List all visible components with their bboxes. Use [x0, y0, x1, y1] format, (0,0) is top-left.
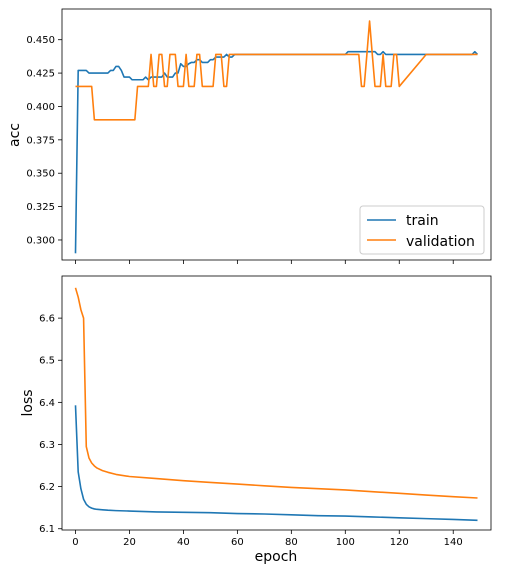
x-tick-label: 80 — [285, 537, 298, 548]
x-tick-label: 120 — [390, 537, 409, 548]
legend: train validation — [359, 205, 485, 255]
loss-lines — [74, 287, 478, 522]
acc-x-ticks — [75, 260, 454, 264]
acc-y-ticks: 0.300 0.325 0.350 0.375 0.400 0.425 0.450 — [26, 35, 62, 246]
acc-y-tick-label: 0.450 — [26, 35, 55, 46]
loss-x-ticks: 0 20 40 60 80 100 120 140 — [72, 530, 463, 548]
legend-frame — [359, 205, 485, 255]
loss-series-train — [74, 405, 478, 522]
loss-y-ticks: 6.1 6.2 6.3 6.4 6.5 6.6 — [39, 314, 62, 535]
loss-y-tick-label: 6.5 — [39, 356, 55, 367]
loss-subplot: 6.1 6.2 6.3 6.4 6.5 6.6 0 20 40 60 80 100 120 140 lo… — [20, 275, 492, 565]
loss-y-tick-label: 6.4 — [39, 398, 55, 409]
acc-y-tick-label: 0.375 — [26, 135, 55, 146]
x-tick-label: 0 — [72, 537, 78, 548]
legend-validation-label: validation — [406, 234, 475, 250]
x-tick-label: 20 — [123, 537, 136, 548]
acc-series-validation — [75, 20, 478, 121]
acc-plot-frame — [61, 8, 492, 261]
x-tick-label: 140 — [444, 537, 463, 548]
acc-y-tick-label: 0.400 — [26, 102, 55, 113]
loss-y-tick-label: 6.2 — [39, 482, 55, 493]
loss-y-tick-label: 6.1 — [39, 524, 55, 535]
loss-y-tick-label: 6.3 — [39, 440, 55, 451]
loss-series-validation — [74, 287, 478, 499]
acc-y-tick-label: 0.300 — [26, 235, 55, 246]
acc-lines — [74, 20, 479, 254]
x-tick-label: 40 — [177, 537, 190, 548]
loss-plot-frame — [61, 275, 492, 531]
loss-y-tick-label: 6.6 — [39, 314, 55, 325]
acc-y-tick-label: 0.425 — [26, 69, 55, 80]
x-axis-label: epoch — [255, 549, 298, 565]
acc-y-tick-label: 0.350 — [26, 169, 55, 180]
x-tick-label: 100 — [336, 537, 355, 548]
legend-train-label: train — [406, 213, 439, 229]
acc-y-label: acc — [7, 123, 23, 147]
loss-y-label: loss — [20, 389, 36, 416]
x-tick-label: 60 — [231, 537, 244, 548]
acc-y-tick-label: 0.325 — [26, 202, 55, 213]
